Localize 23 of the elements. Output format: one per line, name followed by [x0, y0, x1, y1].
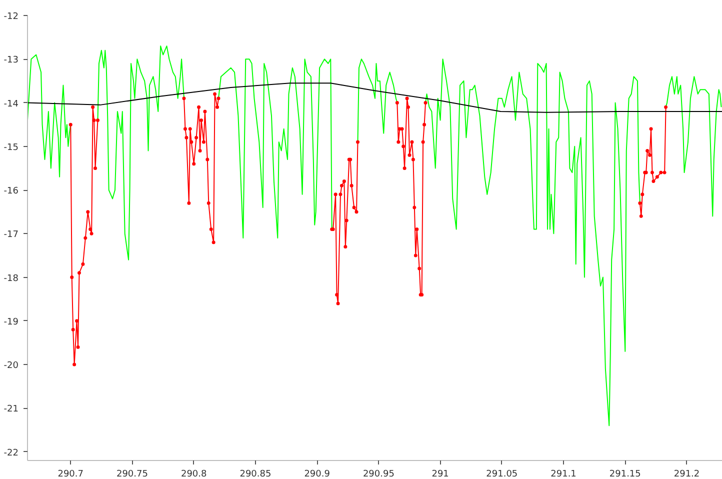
x-tick-label: 290.8 — [180, 470, 208, 479]
y-tick-label: -16 — [4, 186, 19, 197]
x-tick-label: 291.15 — [609, 470, 641, 479]
y-tick-label: -15 — [4, 142, 19, 153]
x-tick-label: 291.2 — [674, 470, 700, 479]
y-tick-label: -19 — [4, 317, 19, 328]
x-tick-label: 290.95 — [362, 470, 394, 479]
y-tick-label: -20 — [4, 361, 19, 372]
x-tick-label: 290.9 — [304, 470, 330, 479]
x-tick-label: 291 — [432, 470, 449, 479]
y-tick-label: -21 — [4, 404, 19, 415]
y-tick-label: -18 — [4, 274, 19, 284]
x-tick-label: 291.1 — [550, 470, 576, 479]
y-tick-label: -12 — [4, 12, 19, 22]
x-tick-label: 290.75 — [116, 470, 148, 479]
y-tick-label: -17 — [4, 230, 19, 240]
x-tick-label: 290.7 — [58, 470, 84, 479]
x-tick-label: 290.85 — [240, 470, 272, 479]
y-tick-label: -13 — [4, 56, 19, 66]
y-tick-label: -14 — [4, 99, 19, 110]
y-tick-label: -22 — [4, 448, 19, 458]
line-series — [28, 82, 722, 113]
x-tick-label: 291.05 — [486, 470, 518, 479]
